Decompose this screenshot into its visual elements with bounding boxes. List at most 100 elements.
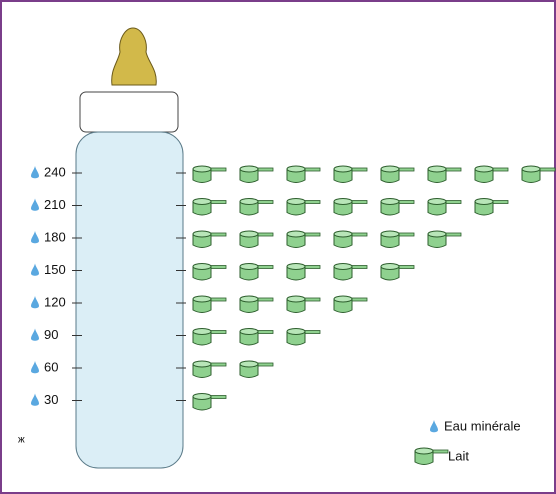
scoop-rim bbox=[380, 230, 400, 238]
water-drop bbox=[31, 393, 39, 406]
scoop-rim bbox=[333, 230, 353, 238]
scoop-cup bbox=[380, 168, 400, 183]
scoop bbox=[192, 263, 227, 281]
scoop-rim bbox=[239, 360, 259, 368]
scoop-rim bbox=[333, 295, 353, 303]
scoop bbox=[239, 198, 274, 216]
scoop-cup bbox=[333, 201, 353, 216]
scoop bbox=[380, 263, 415, 281]
scoop-cup bbox=[333, 168, 353, 183]
scoop-cup bbox=[239, 298, 259, 313]
scoop-rim bbox=[286, 263, 306, 270]
bottle-collar bbox=[79, 91, 179, 133]
scoop bbox=[333, 230, 368, 248]
scoop-rim bbox=[427, 165, 447, 173]
scoop-cup bbox=[286, 233, 306, 248]
scoop bbox=[474, 165, 509, 183]
scoop-cup bbox=[286, 266, 306, 281]
scoop bbox=[333, 263, 368, 281]
level-label: 60 bbox=[44, 359, 58, 374]
scoop bbox=[380, 230, 415, 248]
scoop-cup bbox=[286, 298, 306, 313]
scoop-cup bbox=[192, 233, 212, 248]
scoop-rim bbox=[333, 198, 353, 205]
scoop bbox=[286, 165, 321, 183]
scoop-cup bbox=[333, 298, 353, 313]
scoop bbox=[192, 328, 227, 346]
scoop bbox=[427, 165, 462, 183]
scoop bbox=[380, 198, 415, 216]
scoop-cup bbox=[239, 233, 259, 248]
scoop-rim bbox=[192, 360, 212, 368]
scoop-rim bbox=[427, 230, 447, 238]
scoop-cup bbox=[474, 201, 494, 216]
scoop-cup bbox=[192, 201, 212, 216]
scoop bbox=[521, 165, 556, 183]
scoop-rim bbox=[380, 165, 400, 173]
scoop bbox=[192, 360, 227, 378]
scoop-cup bbox=[239, 331, 259, 346]
scoop bbox=[192, 295, 227, 313]
scoop-rim bbox=[286, 198, 306, 205]
scoop-cup bbox=[192, 363, 212, 378]
scoop bbox=[474, 198, 509, 216]
scoop-cup bbox=[239, 266, 259, 281]
water-drop bbox=[31, 166, 39, 179]
scoop bbox=[286, 198, 321, 216]
scoop-rim bbox=[239, 263, 259, 270]
scoop-cup bbox=[380, 266, 400, 281]
scoop-rim bbox=[414, 447, 434, 455]
logo: ж bbox=[18, 435, 25, 446]
scoop-cup bbox=[286, 201, 306, 216]
scoop-cup bbox=[414, 450, 434, 465]
water-drop bbox=[31, 231, 39, 244]
level-label: 180 bbox=[44, 229, 66, 244]
scoop bbox=[380, 165, 415, 183]
scoop-cup bbox=[239, 363, 259, 378]
scoop-rim bbox=[192, 328, 212, 335]
scoop-cup bbox=[333, 233, 353, 248]
scoop bbox=[239, 165, 274, 183]
scoop-rim bbox=[333, 263, 353, 270]
scoop-cup bbox=[427, 168, 447, 183]
scoop bbox=[239, 328, 274, 346]
scoop-rim bbox=[192, 198, 212, 205]
scoop-rim bbox=[286, 328, 306, 335]
level-label: 210 bbox=[44, 197, 66, 212]
scoop-cup bbox=[427, 233, 447, 248]
scoop-rim bbox=[427, 198, 447, 205]
scoop bbox=[333, 295, 368, 313]
water-drop bbox=[31, 328, 39, 341]
scoop-cup bbox=[333, 266, 353, 281]
scoop-cup bbox=[239, 168, 259, 183]
scoop-cup bbox=[192, 396, 212, 411]
level-label: 240 bbox=[44, 164, 66, 179]
scoop bbox=[192, 393, 227, 411]
scoop-rim bbox=[239, 165, 259, 173]
legend-label: Eau minérale bbox=[444, 418, 521, 433]
scoop bbox=[239, 360, 274, 378]
scoop bbox=[239, 295, 274, 313]
scoop-cup bbox=[474, 168, 494, 183]
scoop bbox=[192, 165, 227, 183]
scoop-rim bbox=[192, 295, 212, 303]
scoop-rim bbox=[521, 165, 541, 173]
scoop-rim bbox=[380, 263, 400, 270]
bottle-nipple bbox=[111, 27, 157, 86]
water-drop bbox=[31, 361, 39, 374]
level-label: 90 bbox=[44, 327, 58, 342]
scoop-cup bbox=[286, 331, 306, 346]
water-drop bbox=[31, 198, 39, 211]
level-label: 120 bbox=[44, 294, 66, 309]
water-drop bbox=[31, 263, 39, 276]
scoop-cup bbox=[192, 331, 212, 346]
scoop bbox=[427, 230, 462, 248]
scoop bbox=[333, 165, 368, 183]
water-drop bbox=[31, 296, 39, 309]
scoop bbox=[239, 263, 274, 281]
level-label: 30 bbox=[44, 392, 58, 407]
scoop bbox=[192, 230, 227, 248]
scoop bbox=[239, 230, 274, 248]
scoop-rim bbox=[286, 230, 306, 238]
